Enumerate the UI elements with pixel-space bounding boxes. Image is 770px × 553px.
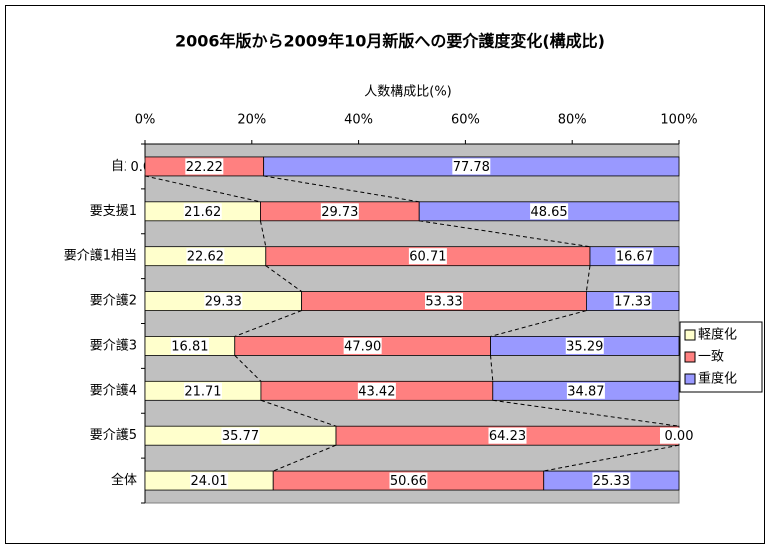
value-label: 29.73 (321, 205, 358, 220)
value-label: 60.71 (409, 250, 446, 265)
value-label: 34.87 (567, 384, 604, 399)
value-label: 16.81 (171, 339, 208, 354)
x-tick-label: 20% (237, 113, 266, 128)
legend-swatch (684, 351, 696, 363)
plot-area (144, 143, 680, 504)
value-label: 21.62 (184, 205, 221, 220)
series-line (144, 175, 261, 203)
y-tick-label: 要介護3 (90, 337, 137, 353)
value-label-bg (183, 203, 222, 220)
value-label: 29.33 (205, 295, 242, 310)
value-label: 25.33 (593, 474, 630, 489)
series-line (260, 399, 337, 427)
legend-swatch (684, 329, 696, 341)
y-tick-label: 要支援1 (90, 204, 137, 219)
series-line (490, 355, 494, 382)
x-tick-label: 80% (558, 113, 587, 128)
value-label-bg (343, 337, 382, 354)
x-tick-label: 100% (660, 113, 697, 128)
value-label: 50.66 (390, 474, 427, 489)
series-line (273, 444, 337, 472)
value-label: 47.90 (344, 339, 381, 354)
x-tick-label: 60% (451, 113, 480, 128)
value-label-bg (615, 248, 654, 265)
value-label-bg (185, 158, 224, 175)
value-label-bg (565, 337, 604, 354)
value-label: 22.22 (186, 160, 223, 175)
value-label-bg (204, 293, 243, 310)
x-axis-label: 人数構成比(%) (364, 85, 452, 100)
value-label-bg (660, 427, 698, 444)
value-label-bg (408, 248, 447, 265)
value-label-bg (389, 472, 428, 489)
value-label-bg (190, 472, 229, 489)
value-label-bg (488, 427, 527, 444)
value-label: 22.62 (187, 250, 224, 265)
series-line (234, 355, 262, 382)
value-label: 53.33 (425, 295, 462, 310)
legend-label: 一致 (698, 350, 724, 365)
x-tick-label: 0% (135, 113, 156, 128)
series-line (234, 310, 302, 337)
series-line (543, 444, 680, 472)
value-label-bg (452, 158, 491, 175)
series-line (259, 220, 267, 247)
x-tick-label: 40% (344, 113, 373, 128)
value-label-bg (221, 427, 260, 444)
value-label-bg (170, 337, 209, 354)
value-label: 64.23 (489, 429, 526, 444)
y-tick-label: 要介護5 (90, 427, 137, 443)
value-label-bg (613, 293, 652, 310)
series-line (585, 265, 591, 292)
value-label: 0.00 (665, 429, 694, 444)
series-line (263, 175, 420, 203)
value-label: 48.65 (530, 205, 567, 220)
series-line (490, 310, 587, 337)
y-tick-label: 要介護1相当 (64, 248, 137, 264)
value-label-bg (357, 382, 396, 399)
value-label: 35.29 (566, 339, 603, 354)
value-label-bg (425, 293, 464, 310)
value-label-bg (530, 203, 569, 220)
y-tick-label: 要介護2 (90, 293, 137, 309)
value-label: 21.71 (184, 384, 221, 399)
series-line (419, 220, 591, 248)
value-label-bg (592, 472, 631, 489)
value-label: 35.77 (222, 429, 259, 444)
value-label-bg (183, 382, 222, 399)
chart-title: 2006年版から2009年10月新版への要介護度変化(構成比) (175, 32, 605, 51)
value-label-bg (320, 203, 359, 220)
y-tick-label: 全体 (111, 472, 137, 488)
legend-swatch (684, 373, 696, 385)
value-label: 43.42 (358, 384, 395, 399)
value-label: 16.67 (616, 250, 653, 265)
value-label: 24.01 (190, 474, 227, 489)
series-line (265, 265, 302, 292)
legend-label: 重度化 (698, 371, 737, 387)
value-label: 77.78 (453, 160, 490, 175)
value-label-bg (566, 382, 605, 399)
value-label: 17.33 (614, 295, 651, 310)
legend-label: 軽度化 (698, 327, 737, 343)
value-label-bg (186, 248, 225, 265)
series-line (492, 399, 680, 427)
y-tick-label: 要介護4 (90, 382, 137, 398)
